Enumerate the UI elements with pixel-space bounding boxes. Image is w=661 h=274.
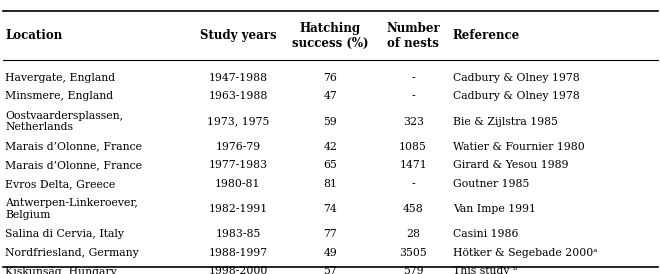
Text: Casini 1986: Casini 1986: [453, 229, 518, 239]
Text: -: -: [411, 73, 415, 83]
Text: 47: 47: [324, 92, 337, 101]
Text: Hatching
success (%): Hatching success (%): [292, 22, 369, 50]
Text: Minsmere, England: Minsmere, England: [5, 92, 114, 101]
Text: Cadbury & Olney 1978: Cadbury & Olney 1978: [453, 92, 580, 101]
Text: 59: 59: [324, 116, 337, 127]
Text: 1471: 1471: [399, 160, 427, 170]
Text: 1947-1988: 1947-1988: [208, 73, 268, 83]
Text: Salina di Cervia, Italy: Salina di Cervia, Italy: [5, 229, 124, 239]
Text: 1963-1988: 1963-1988: [208, 92, 268, 101]
Text: 3505: 3505: [399, 248, 427, 258]
Text: 42: 42: [324, 142, 337, 152]
Text: 1982-1991: 1982-1991: [208, 204, 268, 214]
Text: 81: 81: [323, 179, 338, 189]
Text: Havergate, England: Havergate, England: [5, 73, 116, 83]
Text: 65: 65: [324, 160, 337, 170]
Text: 579: 579: [403, 266, 424, 274]
Text: 28: 28: [406, 229, 420, 239]
Text: Antwerpen-Linkeroever,
Belgium: Antwerpen-Linkeroever, Belgium: [5, 198, 138, 220]
Text: 1988-1997: 1988-1997: [208, 248, 268, 258]
Text: 458: 458: [403, 204, 424, 214]
Text: Bie & Zijlstra 1985: Bie & Zijlstra 1985: [453, 116, 558, 127]
Text: Van Impe 1991: Van Impe 1991: [453, 204, 536, 214]
Text: Marais d’Olonne, France: Marais d’Olonne, France: [5, 142, 142, 152]
Text: 74: 74: [324, 204, 337, 214]
Text: Kiskunság, Hungary: Kiskunság, Hungary: [5, 266, 117, 274]
Text: Marais d’Olonne, France: Marais d’Olonne, France: [5, 160, 142, 170]
Text: Goutner 1985: Goutner 1985: [453, 179, 529, 189]
Text: Location: Location: [5, 29, 63, 42]
Text: 1983-85: 1983-85: [215, 229, 260, 239]
Text: Reference: Reference: [453, 29, 520, 42]
Text: Nordfriesland, Germany: Nordfriesland, Germany: [5, 248, 139, 258]
Text: Number
of nests: Number of nests: [386, 22, 440, 50]
Text: 1973, 1975: 1973, 1975: [207, 116, 269, 127]
Text: 323: 323: [403, 116, 424, 127]
Text: Girard & Yesou 1989: Girard & Yesou 1989: [453, 160, 568, 170]
Text: Watier & Fournier 1980: Watier & Fournier 1980: [453, 142, 584, 152]
Text: 49: 49: [324, 248, 337, 258]
Text: Hötker & Segebade 2000ᵃ: Hötker & Segebade 2000ᵃ: [453, 248, 598, 258]
Text: 76: 76: [324, 73, 337, 83]
Text: 77: 77: [324, 229, 337, 239]
Text: 1980-81: 1980-81: [215, 179, 260, 189]
Text: Study years: Study years: [200, 29, 276, 42]
Text: Cadbury & Olney 1978: Cadbury & Olney 1978: [453, 73, 580, 83]
Text: 1998-2000: 1998-2000: [208, 266, 268, 274]
Text: Oostvaardersplassen,
Netherlands: Oostvaardersplassen, Netherlands: [5, 111, 124, 132]
Text: 1085: 1085: [399, 142, 427, 152]
Text: -: -: [411, 92, 415, 101]
Text: 57: 57: [324, 266, 337, 274]
Text: 1976-79: 1976-79: [215, 142, 260, 152]
Text: -: -: [411, 179, 415, 189]
Text: Evros Delta, Greece: Evros Delta, Greece: [5, 179, 116, 189]
Text: This study ᵇ: This study ᵇ: [453, 266, 517, 274]
Text: 1977-1983: 1977-1983: [208, 160, 268, 170]
